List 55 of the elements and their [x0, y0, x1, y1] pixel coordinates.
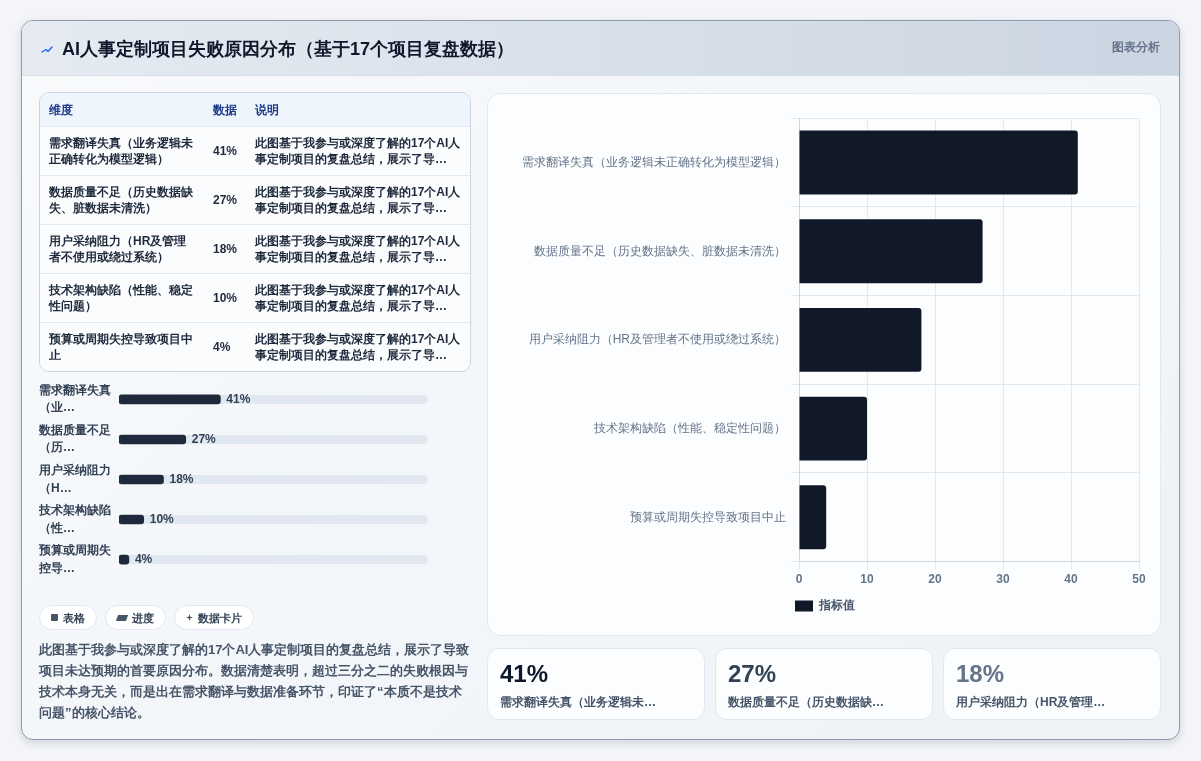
category-label: 数据质量不足（历史数据缺…: [728, 694, 885, 711]
text: 此图基于我参与或深度了解的17个AI人事定制项目的复盘总结，展示了导…: [246, 273, 470, 322]
text: 27%: [213, 192, 238, 207]
x-tick-label: 30: [996, 572, 1010, 587]
data-label: 41%: [226, 391, 251, 406]
text: 此图基于我参与或深度了解的17个AI人事定制项目的复盘总结，展示了导…: [246, 224, 470, 273]
y-tick-label: 数据质量不足（历史数据缺失、脏数据未清洗）: [534, 243, 786, 258]
text: 维度: [40, 93, 204, 126]
text: 图表分析: [1112, 39, 1160, 56]
bar: [119, 474, 164, 485]
data-label: 27%: [191, 431, 217, 446]
bar: [799, 219, 983, 284]
bar: [799, 307, 922, 372]
data-label: 10%: [149, 511, 175, 526]
y-tick-label: 需求翻译失真（业…: [39, 383, 111, 415]
x-tick-label: 0: [795, 572, 803, 587]
text: 4%: [213, 339, 231, 354]
x-tick-label: 50: [1132, 572, 1146, 587]
data-label: 18%: [169, 471, 194, 486]
category-label: 需求翻译失真（业务逻辑未…: [500, 694, 657, 711]
text: AI人事定制项目失败原因分布（基于17个项目复盘数据）: [62, 38, 515, 61]
y-tick-label: 用户采纳阻力（H…: [38, 463, 111, 495]
text: 数据卡片: [198, 610, 242, 625]
bar: [799, 130, 1078, 195]
y-tick-label: 数据质量不足（历…: [38, 423, 111, 455]
legend-label: 指标值: [818, 598, 855, 613]
text: 表格: [63, 610, 85, 625]
x-tick-label: 40: [1064, 572, 1078, 587]
text: 此图基于我参与或深度了解的17个AI人事定制项目的复盘总结，展示了导…: [246, 322, 470, 371]
bar: [799, 396, 867, 461]
x-tick-label: 10: [860, 572, 874, 587]
y-tick-label: 预算或周期失控导…: [38, 543, 112, 575]
text: 27%: [728, 660, 777, 687]
text: 18%: [213, 241, 238, 256]
text: 此图基于我参与或深度了解的17个AI人事定制项目的复盘总结，展示了导…: [246, 175, 470, 224]
data-label: 4%: [134, 551, 153, 566]
category-label: 用户采纳阻力（HR及管理…: [956, 694, 1107, 711]
text: 41%: [213, 143, 238, 158]
text: 进度: [132, 610, 154, 625]
y-tick-label: 技术架构缺陷（性能、稳定性问题）: [593, 420, 786, 435]
x-tick-label: 20: [928, 572, 942, 587]
y-tick-label: 需求翻译失真（业务逻辑未正确转化为模型逻辑）: [522, 154, 786, 169]
text: 数据: [204, 93, 246, 126]
text: 说明: [246, 93, 470, 126]
text: 18%: [956, 660, 1005, 687]
text: 10%: [213, 290, 238, 305]
y-tick-label: 预算或周期失控导致项目中止: [630, 509, 786, 524]
bar: [119, 514, 145, 525]
bar: [119, 434, 187, 445]
y-tick-label: 用户采纳阻力（HR及管理者不使用或绕过系统）: [528, 332, 786, 347]
bar: [799, 485, 827, 550]
text: 此图基于我参与或深度了解的17个AI人事定制项目的复盘总结，展示了导…: [246, 126, 470, 175]
text: 此图基于我参与或深度了解的17个AI人事定制项目的复盘总结，展示了导致项目未达预期的首要原因分布。数据清楚表明，超过三分之二的失败根因与技术本身无关，而是出在需求翻译与数据准备环节，印证了“本质不是技术问题”的核心结论。: [39, 641, 470, 722]
text: 41%: [500, 660, 549, 687]
y-tick-label: 技术架构缺陷（性…: [38, 503, 111, 535]
